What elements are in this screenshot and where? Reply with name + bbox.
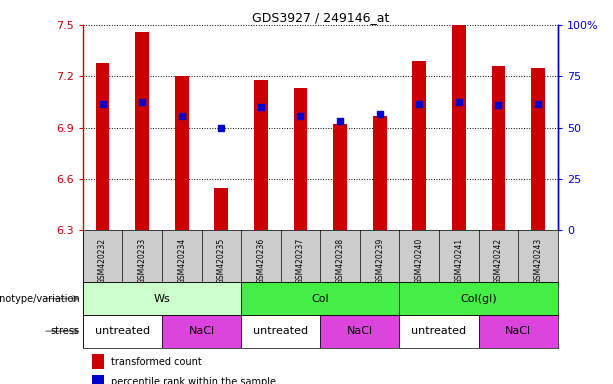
Text: GSM420232: GSM420232 bbox=[98, 238, 107, 284]
Bar bbox=[479, 315, 558, 348]
Text: Col(gl): Col(gl) bbox=[460, 293, 497, 304]
Text: stress: stress bbox=[51, 326, 80, 336]
Bar bbox=[135, 32, 149, 230]
Text: GSM420243: GSM420243 bbox=[533, 238, 543, 285]
Text: percentile rank within the sample: percentile rank within the sample bbox=[112, 377, 276, 384]
Point bbox=[295, 113, 305, 119]
Text: untreated: untreated bbox=[95, 326, 150, 336]
Bar bbox=[93, 354, 104, 369]
Bar bbox=[175, 76, 189, 230]
Point bbox=[97, 101, 107, 107]
Text: GSM420239: GSM420239 bbox=[375, 238, 384, 285]
Point bbox=[177, 113, 186, 119]
Bar bbox=[452, 25, 466, 230]
Text: genotype/variation: genotype/variation bbox=[0, 293, 80, 304]
Text: untreated: untreated bbox=[411, 326, 466, 336]
Text: GSM420233: GSM420233 bbox=[138, 238, 147, 285]
Bar bbox=[241, 282, 400, 315]
Bar bbox=[215, 188, 228, 230]
Point bbox=[216, 124, 226, 131]
Point bbox=[414, 101, 424, 107]
Bar bbox=[241, 315, 321, 348]
Bar bbox=[333, 124, 347, 230]
Bar bbox=[294, 88, 308, 230]
Point bbox=[335, 118, 345, 124]
Point bbox=[533, 101, 543, 107]
Text: GSM420242: GSM420242 bbox=[494, 238, 503, 284]
Bar bbox=[531, 68, 545, 230]
Text: NaCl: NaCl bbox=[347, 326, 373, 336]
Bar bbox=[162, 315, 241, 348]
Bar bbox=[413, 61, 426, 230]
Bar bbox=[93, 375, 104, 384]
Bar bbox=[83, 282, 241, 315]
Point bbox=[256, 104, 266, 110]
Title: GDS3927 / 249146_at: GDS3927 / 249146_at bbox=[251, 11, 389, 24]
Text: untreated: untreated bbox=[253, 326, 308, 336]
Text: Col: Col bbox=[311, 293, 329, 304]
Point bbox=[454, 99, 464, 105]
Bar bbox=[96, 63, 110, 230]
Text: GSM420240: GSM420240 bbox=[415, 238, 424, 285]
Text: GSM420238: GSM420238 bbox=[335, 238, 345, 284]
Bar bbox=[400, 315, 479, 348]
Bar bbox=[373, 116, 387, 230]
Bar bbox=[254, 80, 268, 230]
Bar bbox=[321, 315, 400, 348]
Text: NaCl: NaCl bbox=[505, 326, 531, 336]
Point bbox=[493, 103, 503, 109]
Bar bbox=[492, 66, 505, 230]
Point bbox=[375, 111, 384, 117]
Text: GSM420236: GSM420236 bbox=[256, 238, 265, 285]
Text: GSM420237: GSM420237 bbox=[296, 238, 305, 285]
Point bbox=[137, 99, 147, 105]
Bar bbox=[400, 282, 558, 315]
Text: GSM420235: GSM420235 bbox=[217, 238, 226, 285]
Text: GSM420234: GSM420234 bbox=[177, 238, 186, 285]
Text: NaCl: NaCl bbox=[188, 326, 215, 336]
Bar bbox=[83, 315, 162, 348]
Text: Ws: Ws bbox=[154, 293, 170, 304]
Text: transformed count: transformed count bbox=[112, 357, 202, 367]
Text: GSM420241: GSM420241 bbox=[454, 238, 463, 284]
